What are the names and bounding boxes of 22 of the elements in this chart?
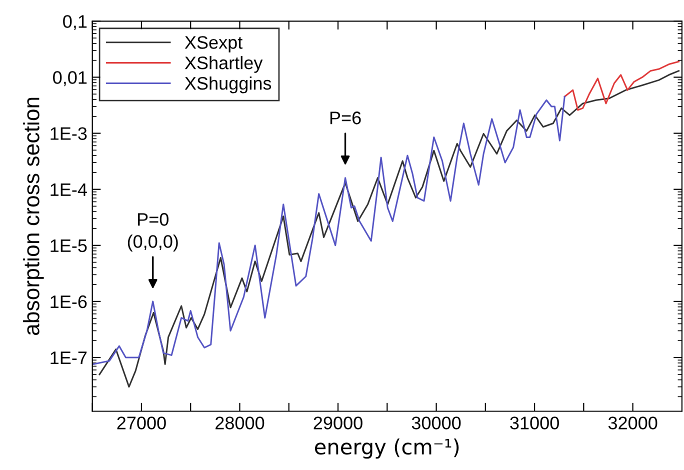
x-tick-label: 31000 bbox=[510, 416, 559, 430]
line-series bbox=[92, 96, 566, 365]
x-tick-label: 30000 bbox=[412, 416, 461, 430]
annotation: P=0 (0,0,0) bbox=[128, 213, 178, 252]
x-tick-label: 27000 bbox=[117, 416, 166, 430]
legend-label: XShuggins bbox=[184, 76, 272, 94]
legend-label: XShartley bbox=[184, 56, 263, 73]
x-tick-label: 28000 bbox=[216, 416, 264, 430]
line-series bbox=[564, 60, 680, 111]
y-axis-title: absorption cross section bbox=[23, 98, 44, 336]
annotation: P=6 bbox=[330, 112, 361, 124]
y-tick-label: 1E-5 bbox=[50, 240, 87, 252]
y-tick-label: 1E-7 bbox=[50, 352, 87, 364]
y-tick-label: 1E-3 bbox=[50, 127, 87, 140]
x-tick-label: 32000 bbox=[608, 416, 658, 430]
y-tick-label: 0,1 bbox=[63, 15, 87, 30]
x-tick-label: 29000 bbox=[314, 416, 362, 430]
y-tick-label: 1E-6 bbox=[50, 295, 87, 308]
y-tick-label: 1E-4 bbox=[50, 183, 87, 196]
x-axis-title: energy (cm⁻¹) bbox=[315, 438, 459, 459]
legend-label: XSexpt bbox=[184, 36, 243, 52]
y-tick-label: 0,01 bbox=[53, 71, 87, 86]
